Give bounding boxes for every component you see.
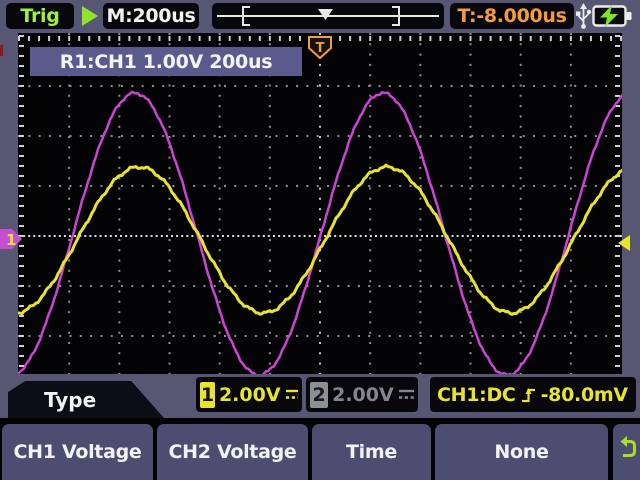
- reference-waveform-label: R1:CH1 1.00V 200us: [30, 47, 302, 76]
- ch2-scale-readout: 2 2.00V: [306, 377, 418, 412]
- scope-display: R1:CH1 1.00V 200us: [18, 33, 622, 374]
- ch2-volts-div: 2.00V: [332, 383, 394, 406]
- ch1-marker-number: 1: [6, 231, 16, 249]
- softkey-ch2-voltage[interactable]: CH2 Voltage: [157, 424, 308, 480]
- softkey-time[interactable]: Time: [312, 424, 431, 480]
- trigger-status-label: Trig: [20, 5, 60, 27]
- ch1-position-marker[interactable]: 1: [0, 226, 24, 252]
- ch1-badge: 1: [200, 381, 215, 408]
- left-edge-marker: [0, 45, 3, 56]
- return-arrow-icon: [620, 436, 636, 457]
- run-play-icon: [82, 6, 98, 26]
- trigger-position-marker[interactable]: T: [307, 36, 334, 60]
- softkey-none[interactable]: None: [435, 424, 608, 480]
- horizontal-position-indicator: [212, 3, 444, 29]
- trigger-marker-letter: T: [316, 41, 325, 56]
- menu-title-label: Type: [44, 387, 97, 412]
- usb-icon: [576, 3, 592, 29]
- ch2-badge: 2: [310, 381, 329, 408]
- trigger-level-marker[interactable]: [616, 233, 632, 253]
- ch2-dc-coupling-icon: [398, 389, 414, 399]
- trigger-level-value: -80.0mV: [540, 383, 628, 406]
- softkey-ch1-voltage[interactable]: CH1 Voltage: [2, 424, 153, 480]
- ch1-dc-coupling-icon: [285, 389, 298, 399]
- timebase-label: M:200us: [106, 5, 196, 27]
- trigger-time-readout: T:-8.000us: [450, 3, 574, 29]
- window-position-triangle-icon: [318, 9, 333, 20]
- horizontal-position-bracket-bar-icon: [217, 6, 439, 26]
- timebase-readout: M:200us: [103, 3, 199, 29]
- rising-edge-icon: [521, 387, 535, 402]
- battery-charging-icon: [592, 5, 632, 27]
- charging-bolt-icon: [600, 5, 618, 27]
- waveform-graticule: [18, 33, 622, 374]
- ch1-volts-div: 2.00V: [218, 383, 281, 406]
- trigger-settings-readout: CH1:DC -80.0mV: [430, 377, 636, 412]
- trigger-source-coupling: CH1:DC: [437, 383, 516, 406]
- menu-title-tab[interactable]: Type: [8, 381, 164, 418]
- ch1-scale-readout: 1 2.00V: [196, 377, 302, 412]
- trigger-time-label: T:-8.000us: [457, 5, 567, 27]
- back-button[interactable]: [613, 424, 640, 480]
- trigger-status-readout: Trig: [6, 3, 74, 29]
